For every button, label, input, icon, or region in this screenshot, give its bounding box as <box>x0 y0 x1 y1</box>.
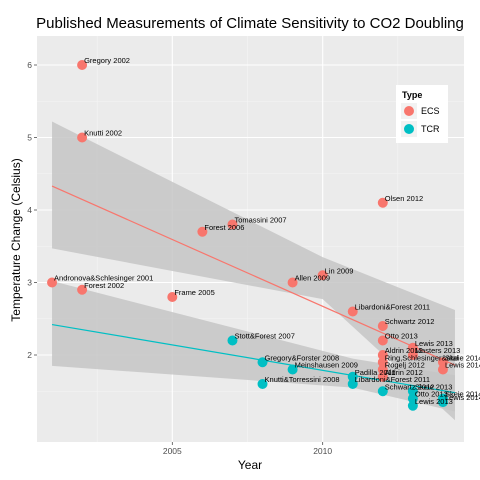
point-label: Knutti 2002 <box>84 129 122 138</box>
y-axis-title: Temperature Change (Celsius) <box>9 158 23 321</box>
data-point-ecs <box>197 226 208 237</box>
point-label: Lewis 2013 <box>415 339 453 348</box>
data-point-tcr <box>347 371 358 382</box>
data-point-ecs <box>77 132 88 143</box>
data-point-tcr <box>257 357 268 368</box>
y-tick-label: 2 <box>27 350 32 360</box>
point-label: Allen 2009 <box>295 274 330 283</box>
point-label: Gregory 2002 <box>84 56 130 65</box>
point-label: Libardoni&Forest 2011 <box>355 303 430 312</box>
data-point-ecs <box>77 60 88 70</box>
data-point-ecs <box>287 277 298 288</box>
point-label: Forest 2006 <box>204 223 244 232</box>
point-label: Aldrin 2012 <box>385 346 423 355</box>
data-point-ecs <box>77 284 88 295</box>
data-point-tcr <box>407 393 418 404</box>
data-point-ecs <box>407 350 418 360</box>
data-point-tcr <box>287 364 298 375</box>
x-axis-ticks: 2005 2010 <box>163 442 332 456</box>
point-label: Lewis 2014 <box>445 361 480 370</box>
point-label: Libardoni&Forest 2011 <box>355 375 430 384</box>
point-label: Meinshausen 2009 <box>295 361 358 370</box>
data-point-ecs <box>377 364 388 375</box>
legend-label-ecs: ECS <box>421 106 440 116</box>
x-tick-label: 2005 <box>163 446 182 456</box>
point-label: Gregory&Forster 2008 <box>265 353 340 362</box>
y-axis-ticks: 2 3 4 5 6 <box>27 60 37 360</box>
data-point-ecs <box>407 342 418 353</box>
point-label: Padilla 2011 <box>355 368 396 377</box>
y-tick-label: 5 <box>27 133 32 143</box>
data-point-tcr <box>407 386 418 397</box>
y-tick-label: 4 <box>27 205 32 215</box>
point-label: Ring,Schlesinger&etal <box>385 353 459 362</box>
data-point-ecs <box>347 306 358 317</box>
data-point-tcr <box>347 379 358 389</box>
point-label: Skeie 2013 <box>415 382 453 391</box>
data-point-ecs <box>317 270 328 281</box>
data-point-ecs <box>377 197 388 208</box>
legend-key-ecs <box>404 106 414 116</box>
trend-line-ecs <box>51 185 456 366</box>
data-point-tcr <box>257 379 268 389</box>
y-tick-label: 6 <box>27 60 32 70</box>
data-point-ecs <box>377 357 388 368</box>
y-tick-label: 3 <box>27 278 32 288</box>
data-point-tcr <box>227 335 238 346</box>
data-point-ecs <box>437 364 448 375</box>
point-label: Schwartz 2012 <box>385 382 435 391</box>
data-point-ecs <box>377 335 388 346</box>
confidence-band-ecs <box>52 121 455 421</box>
point-label: Frame 2005 <box>174 288 214 297</box>
x-tick-label: 2010 <box>313 446 332 456</box>
trend-line-tcr <box>51 323 456 394</box>
data-point-ecs <box>377 371 388 382</box>
point-label: Olsen 2012 <box>385 194 423 203</box>
data-point-ecs <box>227 219 238 230</box>
legend-title: Type <box>402 90 422 100</box>
data-point-tcr <box>377 386 388 397</box>
point-label: Rogelj 2012 <box>385 361 425 370</box>
data-point-tcr <box>407 400 418 411</box>
point-label: Schwartz 2012 <box>385 317 435 326</box>
data-points <box>47 60 448 411</box>
point-label: Tomassini 2007 <box>234 216 286 225</box>
point-label: Otto 2013 <box>415 390 448 399</box>
point-label: Andronova&Schlesinger 2001 <box>54 274 153 283</box>
point-label: Skeie 2014 <box>445 353 480 362</box>
point-label: Forest 2002 <box>84 281 124 290</box>
data-point-ecs <box>167 292 178 302</box>
point-label: Aldrin 2012 <box>385 368 423 377</box>
point-label: Otto 2013 <box>385 332 418 341</box>
data-point-tcr <box>437 397 448 408</box>
data-point-ecs <box>437 357 448 368</box>
point-label: Lin 2009 <box>325 266 354 275</box>
legend-label-tcr: TCR <box>421 124 440 134</box>
point-label: Skeie 2014 <box>445 390 480 399</box>
point-label: Masters 2013 <box>415 346 460 355</box>
chart-title: Published Measurements of Climate Sensit… <box>36 15 464 32</box>
point-label: Lewis 2014 <box>445 393 480 402</box>
point-labels: Andronova&Schlesinger 2001 Gregory 2002 Kn… <box>54 56 480 406</box>
point-label: Lewis 2013 <box>415 397 453 406</box>
point-label: Stott&Forest 2007 <box>234 332 294 341</box>
data-point-ecs <box>377 321 388 331</box>
x-axis-title: Year <box>238 458 262 472</box>
legend-key-tcr <box>404 124 414 134</box>
legend: Type ECS TCR <box>396 85 448 143</box>
data-point-ecs <box>47 277 58 288</box>
data-point-ecs <box>377 350 388 360</box>
trend-lines <box>51 185 456 394</box>
point-label: Knutti&Torressini 2008 <box>265 375 340 384</box>
